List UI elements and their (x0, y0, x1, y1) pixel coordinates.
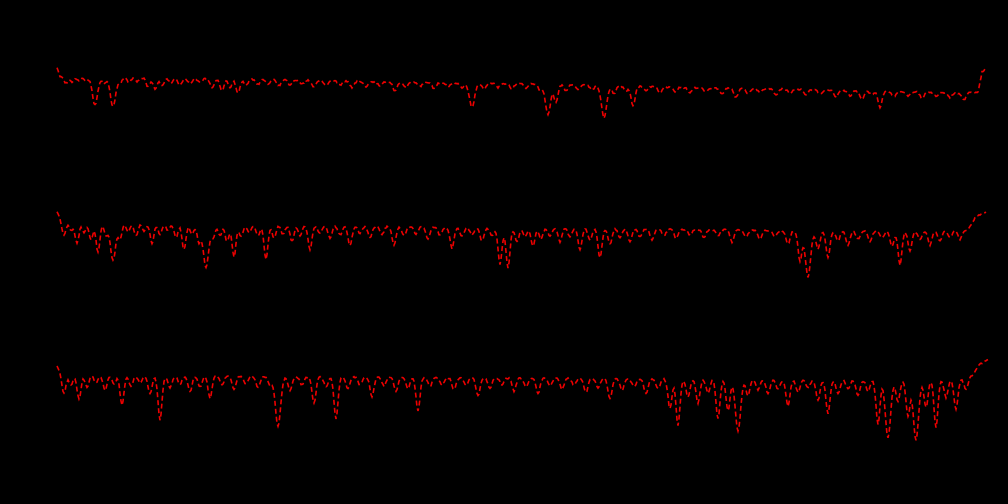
spectrum-panels-group (56, 67, 989, 441)
spectrum-trace-3 (56, 358, 989, 441)
spectrum-trace-1 (56, 67, 987, 121)
